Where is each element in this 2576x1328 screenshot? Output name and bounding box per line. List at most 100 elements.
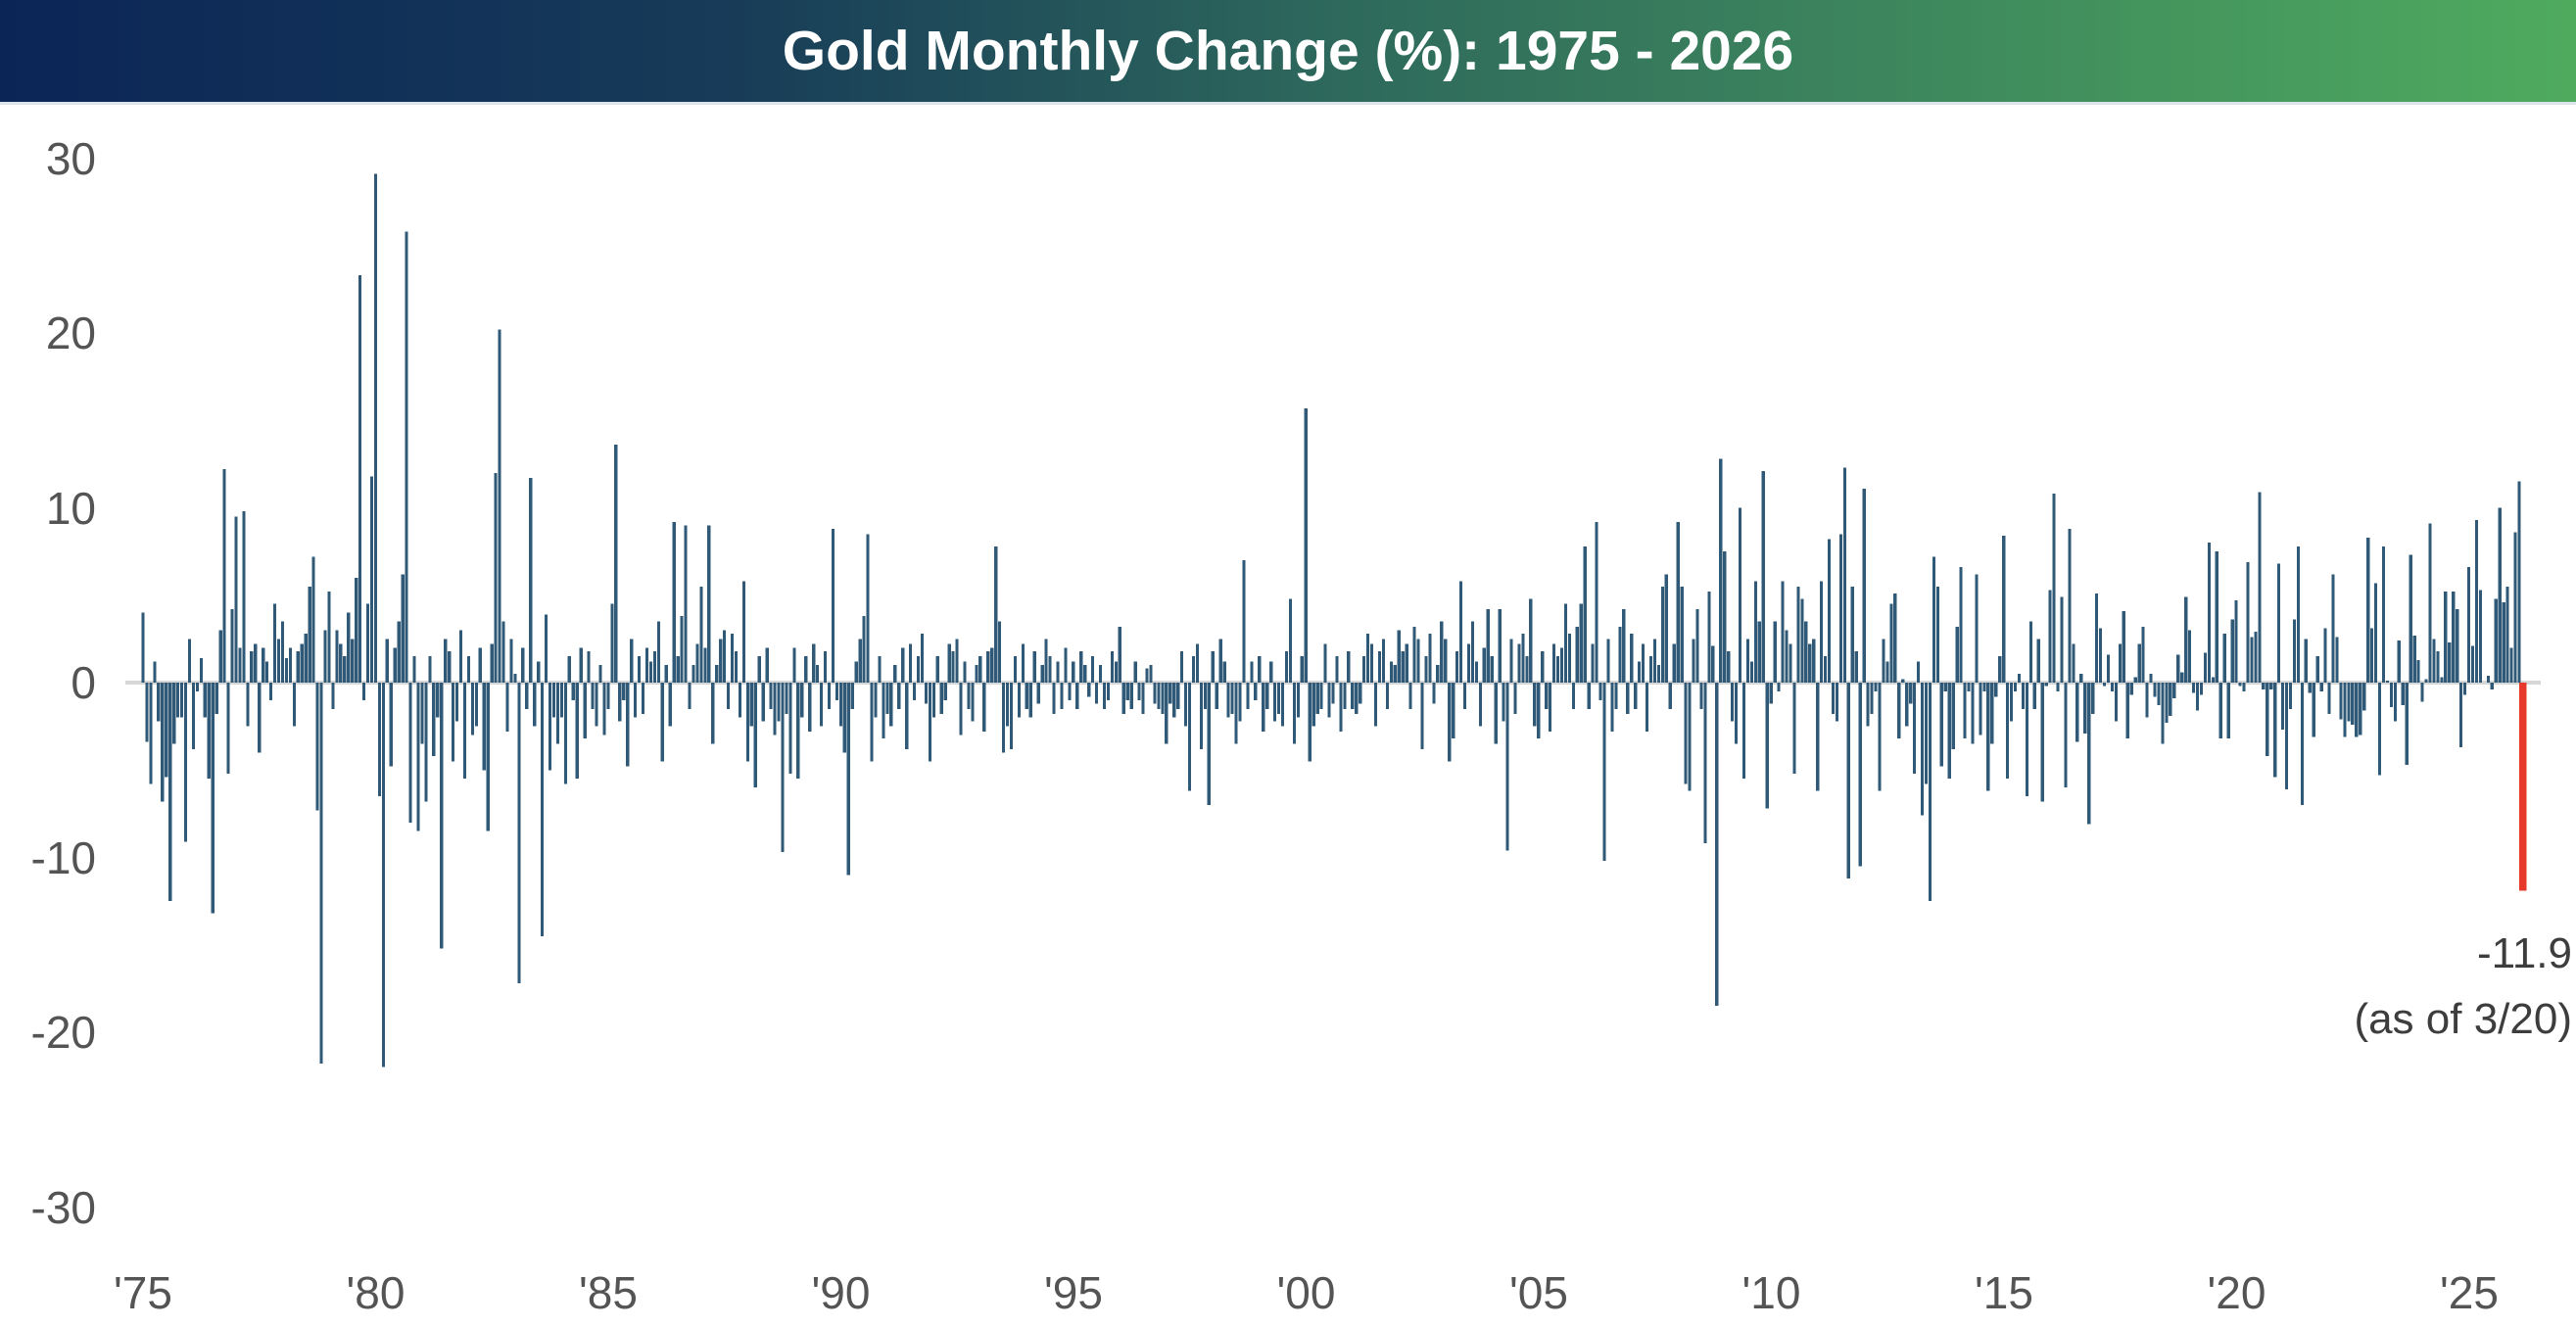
bar xyxy=(1335,656,1339,684)
bar xyxy=(284,658,289,683)
bar xyxy=(1905,683,1909,727)
bar xyxy=(831,528,835,683)
bar xyxy=(2323,628,2327,683)
bar xyxy=(935,656,939,684)
bar xyxy=(432,683,436,756)
bar xyxy=(1723,551,1727,684)
bar xyxy=(1393,665,1397,683)
bar xyxy=(1258,656,1262,684)
bar xyxy=(579,647,583,683)
bar xyxy=(2133,677,2137,683)
bar xyxy=(1947,683,1951,780)
bar xyxy=(2056,683,2060,691)
bar xyxy=(1269,661,1273,683)
bar xyxy=(1436,665,1440,683)
bar xyxy=(882,683,885,739)
bar xyxy=(1416,639,1420,684)
bar xyxy=(591,683,595,709)
bar xyxy=(741,581,746,683)
bar xyxy=(1262,683,1265,732)
bar xyxy=(2498,507,2502,683)
bar xyxy=(575,683,579,780)
bar xyxy=(393,647,397,683)
bar xyxy=(1087,683,1091,697)
x-tick-05: '05 xyxy=(1509,1267,1568,1318)
bar xyxy=(1246,683,1250,709)
bar xyxy=(1939,683,1943,767)
bar xyxy=(1462,683,1467,709)
bar xyxy=(1238,683,1242,722)
bar xyxy=(2114,683,2119,722)
bar xyxy=(808,683,812,732)
bar xyxy=(765,647,769,683)
bar xyxy=(1785,630,1789,683)
bar xyxy=(397,621,401,683)
bar xyxy=(444,639,448,684)
bar xyxy=(905,683,909,749)
bar xyxy=(1044,639,1048,684)
bar xyxy=(2502,601,2505,683)
bar xyxy=(2195,683,2200,711)
bar xyxy=(2370,628,2374,683)
x-tick-95: '95 xyxy=(1044,1267,1103,1318)
bar xyxy=(1060,683,1064,709)
bar xyxy=(1715,683,1719,1007)
bar xyxy=(1537,683,1541,739)
bar xyxy=(637,656,642,684)
bar xyxy=(971,683,975,722)
bar xyxy=(1195,643,1200,683)
bar xyxy=(2266,683,2269,756)
bar xyxy=(773,683,777,735)
y-tick-0: 0 xyxy=(71,657,96,708)
bar xyxy=(614,445,618,683)
bar xyxy=(893,665,897,683)
bar xyxy=(1804,621,1808,683)
bar xyxy=(1153,683,1157,704)
bar xyxy=(1816,683,1820,791)
bar xyxy=(2474,520,2479,684)
bar xyxy=(389,683,393,767)
bar xyxy=(1979,683,1982,735)
bar xyxy=(920,634,925,683)
bar xyxy=(2199,683,2204,695)
bar xyxy=(1315,683,1319,715)
bar xyxy=(381,683,385,1067)
bar xyxy=(1183,683,1188,727)
bar xyxy=(323,630,327,683)
bar xyxy=(2149,674,2153,684)
bar xyxy=(1719,458,1723,683)
bar xyxy=(1761,471,1765,683)
bar xyxy=(331,683,335,709)
bar xyxy=(1125,683,1129,700)
bar xyxy=(153,661,157,683)
bar xyxy=(982,683,986,732)
bar xyxy=(1749,661,1753,683)
bar xyxy=(652,650,656,683)
bar xyxy=(672,521,676,683)
bar xyxy=(715,665,719,683)
bar xyxy=(792,647,796,683)
bar xyxy=(2025,683,2028,797)
bar xyxy=(567,656,571,684)
bar xyxy=(1901,679,1905,683)
bar xyxy=(369,476,374,683)
bar xyxy=(494,472,498,683)
bar xyxy=(850,683,854,709)
bar xyxy=(2448,641,2452,683)
bar xyxy=(1218,639,1222,684)
bar xyxy=(1323,643,1327,683)
bar xyxy=(2513,532,2517,683)
bar xyxy=(428,656,432,684)
bar xyxy=(1250,661,1254,683)
bar xyxy=(1207,683,1211,805)
bar xyxy=(1509,639,1513,684)
bar xyxy=(684,525,688,683)
bar xyxy=(2021,683,2026,709)
bar xyxy=(1545,683,1549,709)
bar xyxy=(1591,643,1595,683)
bar xyxy=(812,643,816,683)
bar xyxy=(1141,683,1145,715)
bar xyxy=(183,683,188,842)
bar xyxy=(1878,683,1882,791)
bar xyxy=(505,683,509,732)
